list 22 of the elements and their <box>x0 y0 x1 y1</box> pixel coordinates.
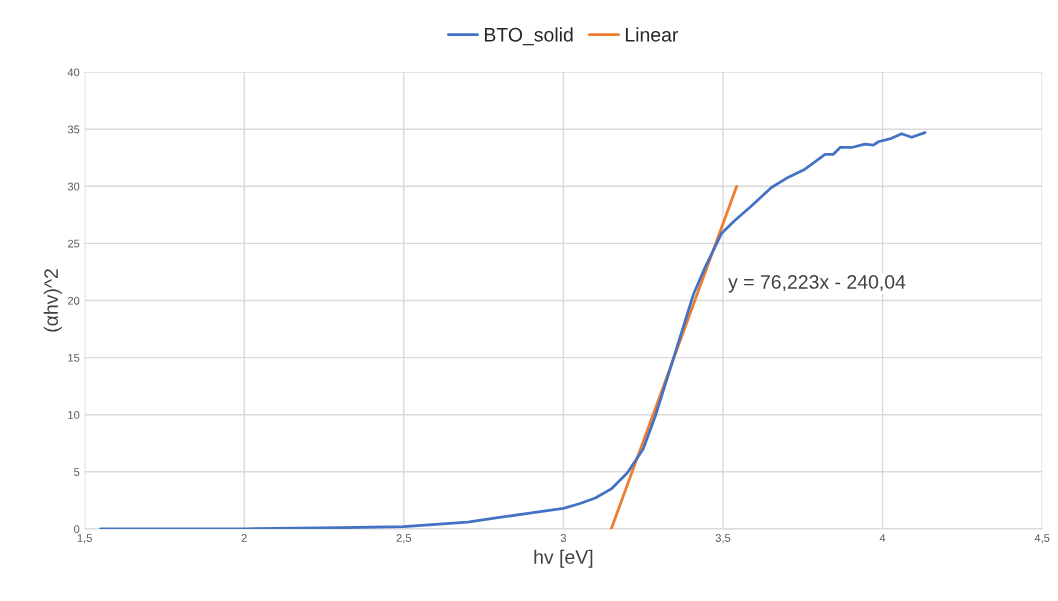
y-tick-label: 30 <box>67 182 80 191</box>
y-tick-label: 20 <box>67 296 80 305</box>
y-tick-label: 40 <box>67 68 80 77</box>
x-tick-label: 4,5 <box>1034 534 1050 544</box>
annotation: y = 76,223x - 240,04 <box>728 275 906 293</box>
y-tick-label: 35 <box>67 125 80 134</box>
legend-label: Linear <box>625 27 679 42</box>
x-tick-label: 4 <box>879 534 886 542</box>
y-tick-label: 10 <box>68 410 80 419</box>
x-tick-label: 2 <box>241 534 247 542</box>
y-tick-label: 25 <box>67 239 80 248</box>
y-axis-title: (αhv)^2 <box>43 269 62 332</box>
x-axis-title: hv [eV] <box>534 549 593 568</box>
line-series <box>99 131 927 529</box>
y-tick-label: 5 <box>74 468 80 476</box>
x-tick-label: 3 <box>560 534 566 542</box>
x-tick-label: 2,5 <box>396 534 412 544</box>
x-tick-label: 1,5 <box>77 534 92 544</box>
y-tick-label: 0 <box>74 525 80 534</box>
y-tick-label: 15 <box>68 353 80 362</box>
x-tick-label: 3,5 <box>715 534 731 544</box>
legend-label: BTO_solid <box>484 27 573 46</box>
